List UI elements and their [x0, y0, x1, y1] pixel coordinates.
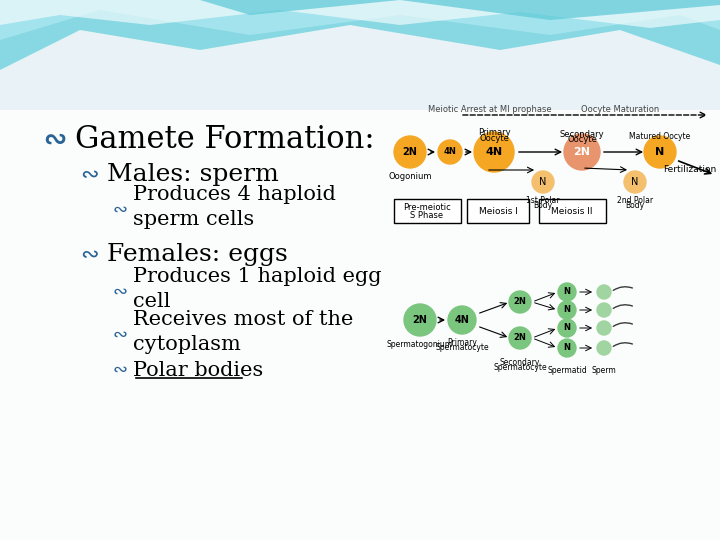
Text: Pre-meiotic: Pre-meiotic — [403, 202, 451, 212]
Text: Spermatid: Spermatid — [547, 366, 587, 375]
Text: Receives most of the
cytoplasm: Receives most of the cytoplasm — [133, 310, 354, 354]
Text: N: N — [631, 177, 639, 187]
Text: Oocyte: Oocyte — [567, 135, 597, 144]
Text: 4N: 4N — [485, 147, 503, 157]
Circle shape — [597, 341, 611, 355]
Text: Primary: Primary — [477, 128, 510, 137]
Text: ∾: ∾ — [112, 201, 127, 219]
Text: Oocyte Maturation: Oocyte Maturation — [581, 105, 659, 114]
Text: N: N — [564, 287, 570, 296]
Text: Females: eggs: Females: eggs — [107, 244, 288, 267]
Text: ∾: ∾ — [81, 165, 99, 185]
Text: 2N: 2N — [574, 147, 590, 157]
Polygon shape — [0, 0, 720, 70]
Text: Fertilization: Fertilization — [662, 165, 716, 174]
Text: 2N: 2N — [413, 315, 428, 325]
Text: Polar bodies: Polar bodies — [133, 361, 264, 380]
Text: Meiosis II: Meiosis II — [552, 206, 593, 215]
Text: Body: Body — [534, 201, 552, 210]
Text: 2nd Polar: 2nd Polar — [617, 196, 653, 205]
Circle shape — [558, 319, 576, 337]
Circle shape — [624, 171, 646, 193]
Text: ∾: ∾ — [112, 326, 127, 344]
Text: 2N: 2N — [513, 334, 526, 342]
Circle shape — [597, 303, 611, 317]
Text: Primary: Primary — [447, 338, 477, 347]
Text: Produces 1 haploid egg
cell: Produces 1 haploid egg cell — [133, 267, 382, 311]
Text: 2N: 2N — [402, 147, 418, 157]
Circle shape — [404, 304, 436, 336]
Circle shape — [558, 283, 576, 301]
Text: Secondary: Secondary — [500, 358, 540, 367]
Circle shape — [597, 285, 611, 299]
FancyBboxPatch shape — [467, 199, 529, 223]
Circle shape — [558, 339, 576, 357]
Circle shape — [509, 291, 531, 313]
Text: S Phase: S Phase — [410, 211, 444, 219]
Text: Matured Oocyte: Matured Oocyte — [629, 132, 690, 141]
Text: N: N — [539, 177, 546, 187]
Circle shape — [644, 136, 676, 168]
Text: ∾: ∾ — [112, 283, 127, 301]
Text: Males: sperm: Males: sperm — [107, 164, 279, 186]
FancyBboxPatch shape — [0, 110, 720, 540]
Text: Oogonium: Oogonium — [388, 172, 432, 181]
Text: Sperm: Sperm — [592, 366, 616, 375]
Circle shape — [597, 321, 611, 335]
Polygon shape — [0, 0, 720, 28]
Text: Meiosis I: Meiosis I — [479, 206, 518, 215]
Circle shape — [532, 171, 554, 193]
Circle shape — [509, 327, 531, 349]
Circle shape — [558, 301, 576, 319]
Circle shape — [394, 136, 426, 168]
Text: N: N — [564, 323, 570, 333]
Text: Secondary: Secondary — [559, 130, 604, 139]
Text: N: N — [564, 343, 570, 353]
Text: Meiotic Arrest at MI prophase: Meiotic Arrest at MI prophase — [428, 105, 552, 114]
Circle shape — [438, 140, 462, 164]
Text: Body: Body — [626, 201, 644, 210]
Polygon shape — [0, 0, 720, 40]
Circle shape — [474, 132, 514, 172]
Text: N: N — [564, 306, 570, 314]
Text: Spermatocyte: Spermatocyte — [493, 363, 546, 372]
Text: ∾: ∾ — [43, 126, 67, 154]
Polygon shape — [200, 0, 720, 20]
Text: 2N: 2N — [513, 298, 526, 307]
Text: 4N: 4N — [444, 147, 456, 157]
Text: 4N: 4N — [454, 315, 469, 325]
FancyBboxPatch shape — [394, 199, 461, 223]
Text: Produces 4 haploid
sperm cells: Produces 4 haploid sperm cells — [133, 185, 336, 229]
Circle shape — [564, 134, 600, 170]
Text: 1st Polar: 1st Polar — [526, 196, 559, 205]
FancyBboxPatch shape — [539, 199, 606, 223]
Text: ∾: ∾ — [81, 245, 99, 265]
Text: ∾: ∾ — [112, 361, 127, 379]
Circle shape — [448, 306, 476, 334]
Text: Oocyte: Oocyte — [479, 134, 509, 143]
Text: N: N — [655, 147, 665, 157]
Text: Spermatogonium: Spermatogonium — [387, 340, 453, 349]
Text: Spermatocyte: Spermatocyte — [435, 343, 489, 352]
Text: Gamete Formation:: Gamete Formation: — [75, 125, 374, 156]
